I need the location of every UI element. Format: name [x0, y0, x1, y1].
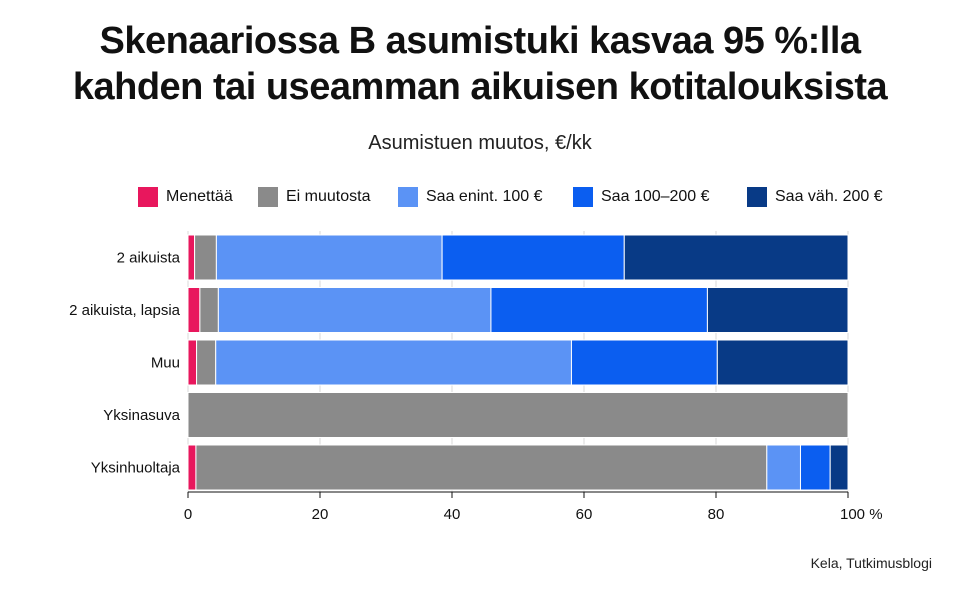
x-tick-label: 0	[184, 506, 192, 523]
category-label: 2 aikuista	[117, 250, 181, 267]
bar-0-0	[187, 234, 196, 281]
category-label: Muu	[151, 355, 180, 372]
bar-1-0	[187, 287, 201, 333]
legend-label: Menettää	[166, 188, 233, 205]
legend-swatch	[138, 187, 158, 207]
x-tick-label: 40	[444, 506, 461, 523]
category-label: Yksinasuva	[103, 407, 180, 424]
bar-4-0	[187, 444, 197, 491]
bar-4-4	[829, 444, 849, 491]
category-label: 2 aikuista, lapsia	[69, 302, 181, 319]
bar-4-3	[799, 444, 831, 491]
bar-2-3	[570, 339, 718, 386]
bar-4-2	[766, 444, 801, 491]
bar-0-1	[194, 234, 217, 281]
chart-title-line-2: kahden tai useamman aikuisen kotitalouks…	[72, 66, 888, 108]
bar-2-1	[196, 339, 217, 386]
legend-item: Saa enint. 100 €	[398, 185, 543, 209]
source-note: Kela, Tutkimusblogi	[810, 555, 932, 571]
legend-swatch	[258, 187, 278, 207]
legend-label: Saa enint. 100 €	[426, 188, 543, 205]
bar-2-0	[187, 339, 198, 386]
legend-item: Menettää	[138, 185, 233, 209]
legend-item: Saa väh. 200 €	[747, 185, 883, 209]
chart-title-line-1: Skenaariossa B asumistuki kasvaa 95 %:ll…	[99, 20, 861, 62]
bar-1-1	[199, 287, 219, 333]
bar-2-2	[215, 339, 572, 386]
chart-subtitle: Asumistuen muutos, €/kk	[368, 132, 592, 154]
legend-label: Saa väh. 200 €	[775, 188, 883, 205]
bar-4-1	[195, 444, 768, 491]
bar-0-3	[441, 234, 625, 281]
x-tick-label: 20	[312, 506, 329, 523]
legend-label: Ei muutosta	[286, 188, 371, 205]
bar-2-4	[716, 339, 849, 386]
x-tick-label: 100 %	[840, 506, 883, 523]
bar-0-4	[623, 234, 849, 281]
legend-label: Saa 100–200 €	[601, 188, 710, 205]
legend-item: Saa 100–200 €	[573, 185, 710, 209]
bar-1-3	[490, 287, 708, 333]
legend-swatch	[573, 187, 593, 207]
bar-0-2	[215, 234, 443, 281]
chart-title: Skenaariossa B asumistuki kasvaa 95 %:ll…	[0, 18, 960, 110]
category-label: Yksinhuoltaja	[91, 460, 181, 477]
bar-1-2	[217, 287, 492, 333]
bar-3-1	[187, 392, 849, 438]
x-tick-label: 80	[708, 506, 725, 523]
legend-item: Ei muutosta	[258, 185, 370, 209]
x-tick-label: 60	[576, 506, 593, 523]
bar-1-4	[706, 287, 849, 333]
legend-swatch	[398, 187, 418, 207]
legend-swatch	[747, 187, 767, 207]
chart-legend: Menettää Ei muutosta Saa enint. 100 € Saa 1…	[0, 185, 960, 209]
